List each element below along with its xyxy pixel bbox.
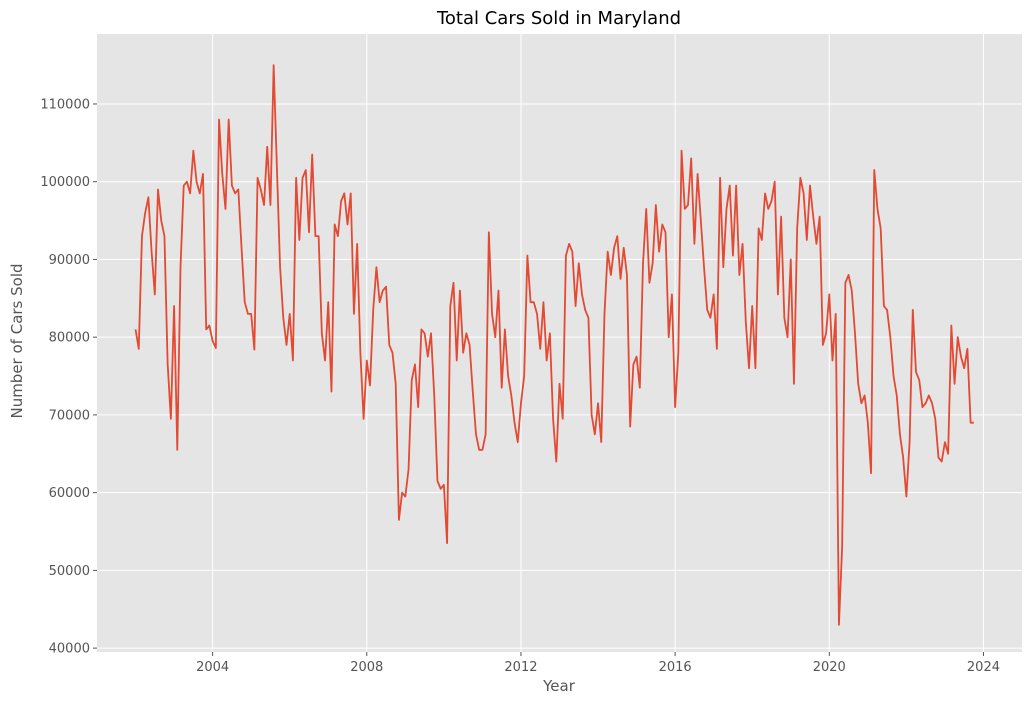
- y-tick-label: 70000: [49, 408, 90, 423]
- y-axis-label: Number of Cars Sold: [8, 263, 26, 418]
- y-tick-label: 90000: [49, 253, 90, 268]
- x-tick-label: 2020: [813, 660, 846, 675]
- y-tick-label: 50000: [49, 564, 90, 579]
- plot-area: [97, 34, 1022, 652]
- y-tick-label: 40000: [49, 642, 90, 657]
- y-tick-label: 110000: [40, 97, 90, 112]
- x-tick-label: 2004: [196, 660, 229, 675]
- x-tick-label: 2024: [967, 660, 1000, 675]
- x-axis-label: Year: [542, 677, 576, 695]
- series-line: [134, 64, 974, 626]
- x-axis-ticks: 2004 2008 2012 2016 2020 2024: [196, 652, 1000, 675]
- x-tick-label: 2008: [350, 660, 383, 675]
- y-tick-label: 80000: [49, 331, 90, 346]
- chart-title: Total Cars Sold in Maryland: [436, 8, 681, 29]
- y-tick-label: 60000: [49, 486, 90, 501]
- x-tick-label: 2012: [504, 660, 537, 675]
- y-tick-label: 100000: [40, 175, 90, 190]
- grid-lines: [97, 34, 1022, 652]
- x-tick-label: 2016: [659, 660, 692, 675]
- y-axis-ticks: 40000 50000 60000 70000 80000 90000 100000 1100…: [40, 97, 97, 657]
